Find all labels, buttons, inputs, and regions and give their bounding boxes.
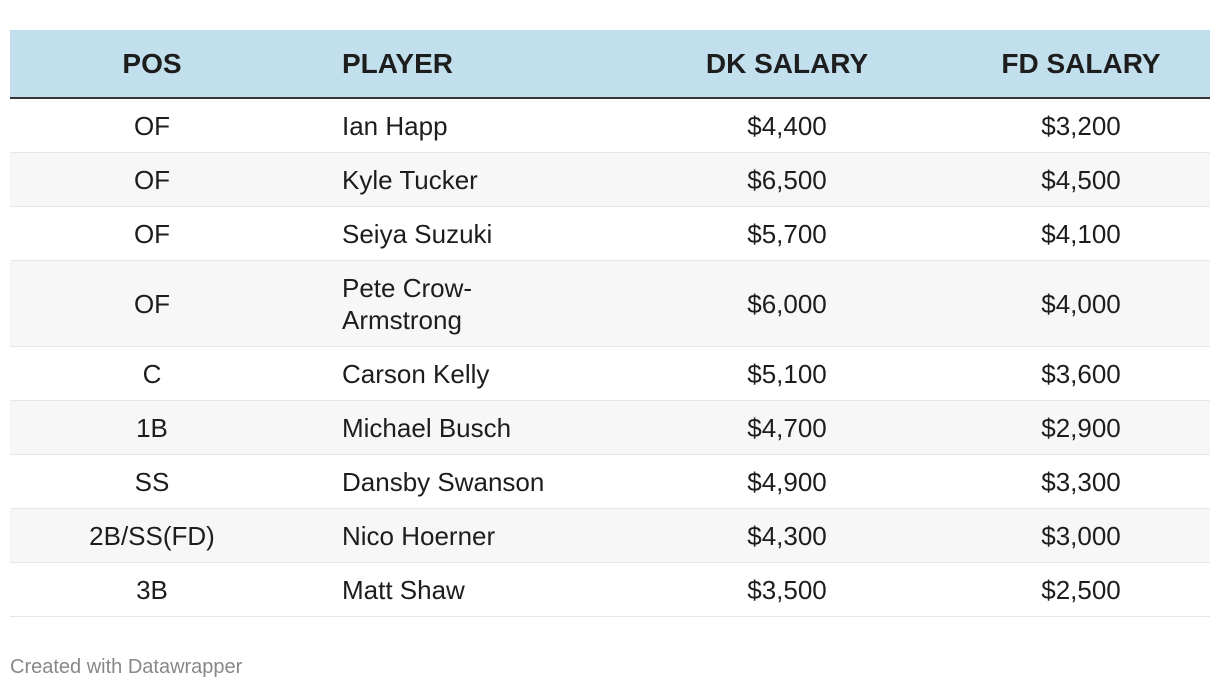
cell-pos: C — [10, 346, 294, 401]
table-row: OF Ian Happ $4,400 $3,200 — [10, 98, 1210, 153]
cell-dk-salary: $6,000 — [640, 260, 934, 347]
cell-dk-salary: $4,400 — [640, 98, 934, 153]
cell-fd-salary: $4,100 — [934, 206, 1210, 261]
header-player[interactable]: PLAYER — [294, 30, 640, 99]
table-row: OF Seiya Suzuki $5,700 $4,100 — [10, 206, 1210, 261]
cell-dk-salary: $4,900 — [640, 454, 934, 509]
cell-player: Ian Happ — [294, 98, 640, 153]
cell-fd-salary: $2,900 — [934, 400, 1210, 455]
cell-pos: 3B — [10, 562, 294, 617]
cell-fd-salary: $2,500 — [934, 562, 1210, 617]
cell-fd-salary: $3,200 — [934, 98, 1210, 153]
cell-pos: OF — [10, 152, 294, 207]
salary-table: POS PLAYER DK SALARY FD SALARY OF Ian Hap… — [10, 30, 1210, 617]
cell-player: Pete Crow-Armstrong — [294, 260, 640, 347]
cell-dk-salary: $5,100 — [640, 346, 934, 401]
cell-player: Kyle Tucker — [294, 152, 640, 207]
cell-dk-salary: $4,700 — [640, 400, 934, 455]
cell-player: Matt Shaw — [294, 562, 640, 617]
footer-credit: Created with Datawrapper — [10, 656, 243, 678]
header-row: POS PLAYER DK SALARY FD SALARY — [10, 30, 1210, 99]
cell-fd-salary: $4,500 — [934, 152, 1210, 207]
cell-player: Carson Kelly — [294, 346, 640, 401]
cell-player: Dansby Swanson — [294, 454, 640, 509]
table-row: 3B Matt Shaw $3,500 $2,500 — [10, 562, 1210, 617]
cell-dk-salary: $6,500 — [640, 152, 934, 207]
table-row: SS Dansby Swanson $4,900 $3,300 — [10, 454, 1210, 509]
cell-pos: 2B/SS(FD) — [10, 508, 294, 563]
cell-player: Michael Busch — [294, 400, 640, 455]
header-fd-salary[interactable]: FD SALARY — [934, 30, 1210, 99]
table-row: 2B/SS(FD) Nico Hoerner $4,300 $3,000 — [10, 508, 1210, 563]
cell-player: Seiya Suzuki — [294, 206, 640, 261]
cell-fd-salary: $3,000 — [934, 508, 1210, 563]
cell-pos: SS — [10, 454, 294, 509]
cell-dk-salary: $5,700 — [640, 206, 934, 261]
header-pos[interactable]: POS — [10, 30, 294, 99]
table-row: C Carson Kelly $5,100 $3,600 — [10, 346, 1210, 401]
cell-pos: OF — [10, 206, 294, 261]
table-row: OF Pete Crow-Armstrong $6,000 $4,000 — [10, 260, 1210, 347]
table-row: OF Kyle Tucker $6,500 $4,500 — [10, 152, 1210, 207]
cell-player: Nico Hoerner — [294, 508, 640, 563]
cell-fd-salary: $3,600 — [934, 346, 1210, 401]
header-dk-salary[interactable]: DK SALARY — [640, 30, 934, 99]
cell-pos: OF — [10, 260, 294, 347]
cell-dk-salary: $3,500 — [640, 562, 934, 617]
table-row: 1B Michael Busch $4,700 $2,900 — [10, 400, 1210, 455]
cell-pos: 1B — [10, 400, 294, 455]
cell-fd-salary: $3,300 — [934, 454, 1210, 509]
cell-pos: OF — [10, 98, 294, 153]
cell-dk-salary: $4,300 — [640, 508, 934, 563]
cell-fd-salary: $4,000 — [934, 260, 1210, 347]
